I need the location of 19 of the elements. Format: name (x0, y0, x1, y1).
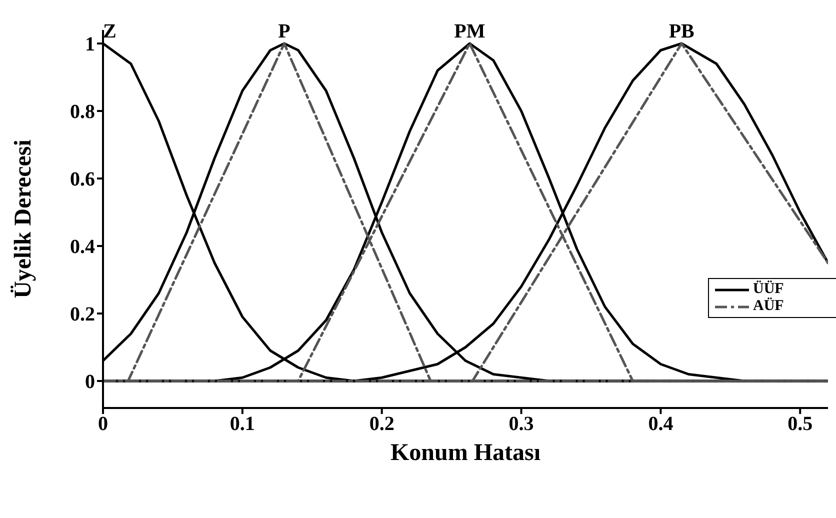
annotation: PB (668, 20, 694, 42)
y-tick-label: 0.2 (70, 304, 95, 326)
x-axis-title: Konum Hatası (390, 440, 541, 466)
annotation: Z (103, 20, 116, 42)
x-tick-label: 0.5 (788, 413, 813, 436)
y-tick-label: 0.6 (70, 168, 95, 191)
annotation: PM (454, 20, 486, 42)
x-tick-label: 0.2 (369, 413, 394, 436)
y-tick-label: 1 (85, 34, 95, 56)
annotation: P (278, 20, 290, 42)
x-tick-label: 0.3 (508, 413, 534, 436)
legend-label: AÜF (753, 298, 784, 315)
y-tick-label: 0.4 (70, 236, 95, 258)
y-tick-label: 0 (85, 371, 95, 394)
x-tick-label: 0.4 (648, 413, 674, 436)
y-axis-title: Üyelik Derecesi (10, 139, 37, 298)
x-tick-label: 0.1 (230, 413, 255, 436)
legend-label: ÜÜF (753, 281, 784, 298)
y-tick-label: 0.8 (70, 101, 95, 124)
